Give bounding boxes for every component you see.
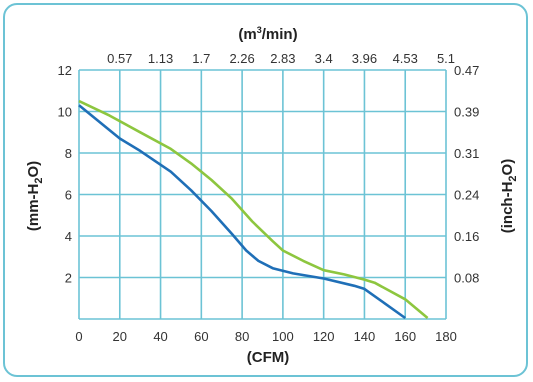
bottom-axis-title: (CFM) xyxy=(247,349,289,366)
x-tick-label: 140 xyxy=(354,329,376,344)
x2-tick-label: 2.26 xyxy=(229,51,254,66)
grid-lines xyxy=(78,69,447,320)
x-tick-label: 160 xyxy=(394,329,416,344)
left-axis-title: (mm-H2O) xyxy=(25,161,45,231)
y-tick-label: 6 xyxy=(65,188,72,203)
x-tick-label: 80 xyxy=(235,329,249,344)
x2-tick-label: 1.7 xyxy=(192,51,210,66)
x-tick-label: 40 xyxy=(153,329,167,344)
y2-tick-label: 0.47 xyxy=(454,63,479,78)
y2-tick-label: 0.31 xyxy=(454,146,479,161)
x-tick-label: 0 xyxy=(75,329,82,344)
y2-tick-label: 0.39 xyxy=(454,105,479,120)
top-axis-title: (m3/min) xyxy=(238,25,297,43)
x-tick-label: 120 xyxy=(313,329,335,344)
series-line-2 xyxy=(78,99,429,319)
x-tick-label: 20 xyxy=(113,329,127,344)
x2-tick-label: 3.4 xyxy=(315,51,333,66)
y2-tick-label: 0.24 xyxy=(454,188,479,203)
y-tick-label: 4 xyxy=(65,229,72,244)
x-tick-label: 100 xyxy=(272,329,294,344)
x2-tick-label: 1.13 xyxy=(148,51,173,66)
chart-frame xyxy=(3,3,528,377)
curves xyxy=(78,99,429,320)
right-axis-title: (inch-H2O) xyxy=(499,159,519,233)
y2-tick-label: 0.08 xyxy=(454,271,479,286)
y-tick-label: 2 xyxy=(65,271,72,286)
y-tick-label: 8 xyxy=(65,146,72,161)
x2-tick-label: 4.53 xyxy=(393,51,418,66)
x-tick-label: 60 xyxy=(194,329,208,344)
series-line-1 xyxy=(78,104,406,320)
x2-tick-label: 3.96 xyxy=(352,51,377,66)
x2-tick-label: 0.57 xyxy=(107,51,132,66)
y2-tick-label: 0.16 xyxy=(454,229,479,244)
y-tick-label: 12 xyxy=(58,63,72,78)
x-tick-label: 180 xyxy=(435,329,457,344)
y-tick-label: 10 xyxy=(58,105,72,120)
tick-labels: 0 20 40 60 80 100 120 140 160 180 0.57 1.13 1.7 2.26 2… xyxy=(58,51,480,344)
x2-tick-label: 2.83 xyxy=(270,51,295,66)
x2-tick-label: 5.1 xyxy=(437,51,455,66)
